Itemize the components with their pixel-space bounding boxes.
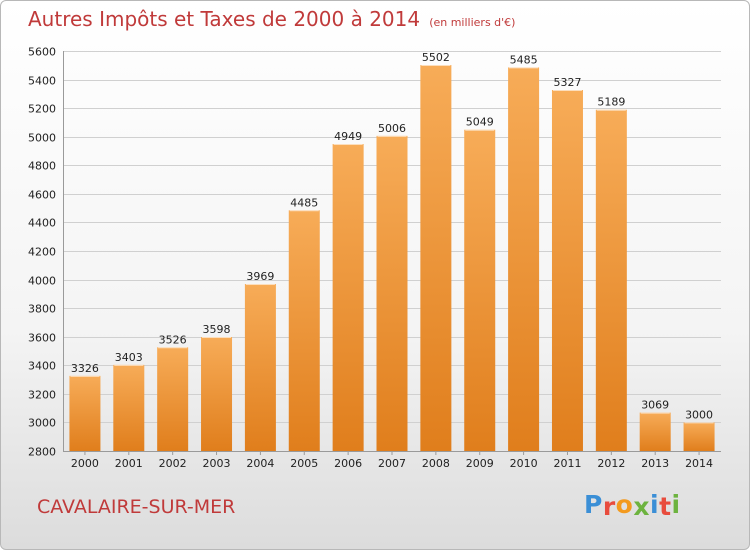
logo-letter: i: [650, 490, 660, 519]
bar-2003: [201, 337, 233, 451]
bar-2012: [595, 109, 627, 451]
x-tick-label: 2011: [553, 457, 581, 470]
chart-title-unit: (en milliers d'€): [429, 16, 516, 29]
bar-2009: [464, 129, 496, 451]
bar-value-label: 5502: [422, 51, 450, 64]
x-tick-label: 2013: [641, 457, 669, 470]
y-tick-label: 4200: [28, 246, 56, 259]
bar-2010: [508, 67, 540, 451]
bar-value-label: 5189: [597, 96, 625, 109]
commune-name: CAVALAIRE-SUR-MER: [37, 496, 236, 518]
bar-2008: [420, 65, 452, 451]
y-tick-label: 2800: [28, 446, 56, 459]
y-tick-label: 5400: [28, 75, 56, 88]
x-tick-label: 2002: [159, 457, 187, 470]
x-tick-label: 2012: [597, 457, 625, 470]
x-tick-label: 2001: [115, 457, 143, 470]
y-tick-label: 4600: [28, 189, 56, 202]
chart-title: Autres Impôts et Taxes de 2000 à 2014 (e…: [28, 7, 515, 31]
bar-2013: [639, 412, 671, 451]
x-tick-label: 2007: [378, 457, 406, 470]
y-tick-label: 3600: [28, 332, 56, 345]
x-tick-label: 2010: [510, 457, 538, 470]
bar-2005: [288, 210, 320, 451]
bar-value-label: 3069: [641, 399, 669, 412]
logo-letter: t: [659, 492, 672, 521]
bar-value-label: 3969: [246, 270, 274, 283]
bar-value-label: 3000: [685, 408, 713, 421]
y-tick-label: 3400: [28, 360, 56, 373]
x-tick-label: 2004: [246, 457, 274, 470]
y-tick-label: 4400: [28, 217, 56, 230]
chart-title-main: Autres Impôts et Taxes de 2000 à 2014: [28, 7, 421, 31]
bar-value-label: 5327: [553, 76, 581, 89]
bar-value-label: 3403: [115, 351, 143, 364]
y-tick-label: 5000: [28, 132, 56, 145]
logo-letter: r: [602, 492, 616, 521]
x-tick-label: 2005: [290, 457, 318, 470]
bar-2007: [376, 135, 408, 451]
logo-letter: i: [671, 490, 681, 519]
y-tick-label: 5600: [28, 46, 56, 59]
bar-value-label: 4949: [334, 130, 362, 143]
y-tick-label: 4000: [28, 275, 56, 288]
bar-2011: [551, 90, 583, 451]
bar-value-label: 3598: [203, 323, 231, 336]
bar-2000: [69, 375, 101, 451]
x-tick-label: 2000: [71, 457, 99, 470]
logo-letter: o: [615, 490, 634, 519]
x-tick-label: 2006: [334, 457, 362, 470]
x-tick-label: 2003: [203, 457, 231, 470]
logo-letter: P: [584, 490, 603, 519]
x-tick-label: 2014: [685, 457, 713, 470]
bar-value-label: 3526: [159, 333, 187, 346]
bar-2014: [683, 422, 715, 451]
y-tick-label: 5200: [28, 103, 56, 116]
y-tick-label: 3800: [28, 303, 56, 316]
y-tick-label: 3000: [28, 417, 56, 430]
bar-value-label: 5485: [510, 53, 538, 66]
x-tick-label: 2008: [422, 457, 450, 470]
bar-2001: [113, 364, 145, 451]
bar-value-label: 4485: [290, 196, 318, 209]
proxiti-logo: Proxiti: [584, 490, 681, 521]
y-tick-label: 3200: [28, 389, 56, 402]
logo-letter: x: [633, 492, 650, 521]
bar-value-label: 5006: [378, 122, 406, 135]
bar-2002: [157, 347, 189, 451]
x-tick-label: 2009: [466, 457, 494, 470]
bar-2004: [244, 284, 276, 451]
y-tick-label: 4800: [28, 160, 56, 173]
bar-value-label: 5049: [466, 116, 494, 129]
bar-value-label: 3326: [71, 362, 99, 375]
bar-2006: [332, 144, 364, 451]
